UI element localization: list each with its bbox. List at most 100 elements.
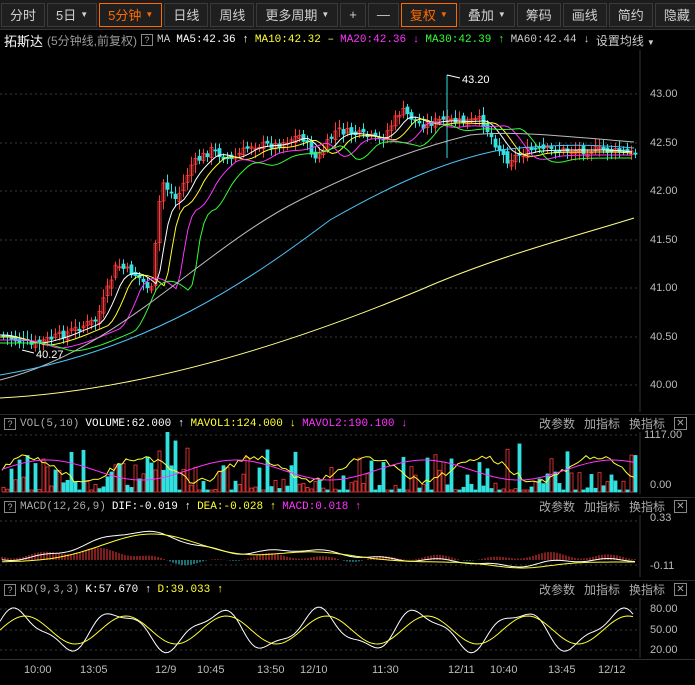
volume-bar bbox=[629, 454, 634, 493]
time-tick: 10:00 bbox=[24, 664, 52, 676]
candle-body bbox=[521, 155, 526, 158]
help-icon[interactable]: ? bbox=[141, 34, 154, 46]
candle-body bbox=[241, 147, 246, 156]
ma10-value: MA10:42.32 – bbox=[255, 34, 334, 46]
kd-tick: 50.00 bbox=[650, 624, 678, 636]
volume-bar bbox=[505, 448, 510, 493]
candle-body bbox=[213, 149, 218, 152]
ma20-line bbox=[0, 121, 633, 349]
change-indicator-button[interactable]: 换指标 bbox=[628, 500, 665, 514]
tab-5min[interactable]: 5分钟 ▼ bbox=[99, 2, 163, 27]
tab-more-periods[interactable]: 更多周期 ▼ bbox=[256, 2, 339, 27]
candle-body bbox=[525, 147, 530, 159]
volume-bar bbox=[593, 487, 598, 493]
edit-params-button[interactable]: 改参数 bbox=[538, 417, 575, 431]
k-value: K:57.670 ↑ bbox=[85, 584, 151, 596]
volume-bar bbox=[449, 458, 454, 493]
zoom-in-button[interactable]: + bbox=[340, 2, 366, 27]
ma60-text: MA60:42.44 bbox=[510, 34, 577, 46]
add-indicator-button[interactable]: 加指标 bbox=[583, 500, 620, 514]
volume-text: VOLUME:62.000 bbox=[85, 417, 172, 430]
price-tick: 41.50 bbox=[650, 234, 678, 246]
price-chart[interactable] bbox=[0, 50, 695, 412]
volume-bar bbox=[257, 467, 262, 493]
mavol1-line bbox=[1, 454, 635, 485]
macd-chart[interactable] bbox=[0, 515, 695, 577]
candle-body bbox=[161, 182, 166, 202]
volume-bar bbox=[437, 469, 442, 493]
draw-line-button[interactable]: 画线 bbox=[562, 2, 607, 27]
draw-line-label: 画线 bbox=[571, 8, 598, 23]
help-icon[interactable]: ? bbox=[4, 583, 16, 596]
close-icon[interactable]: ✕ bbox=[674, 583, 687, 596]
macd-tick: 0.33 bbox=[650, 512, 672, 524]
candle-body bbox=[93, 319, 98, 322]
volume-bar bbox=[225, 467, 230, 493]
help-icon[interactable]: ? bbox=[4, 417, 16, 430]
volume-bar bbox=[609, 474, 614, 493]
time-tick: 13:05 bbox=[80, 664, 108, 676]
change-indicator-button[interactable]: 换指标 bbox=[628, 417, 665, 431]
simple-button[interactable]: 简约 bbox=[608, 2, 653, 27]
candle-body bbox=[209, 147, 214, 159]
candle-body bbox=[593, 146, 598, 151]
chevron-down-icon: ▼ bbox=[694, 10, 695, 19]
volume-bar bbox=[289, 465, 294, 493]
tab-5day-label: 5日 bbox=[56, 8, 77, 23]
adjust-button[interactable]: 复权 ▼ bbox=[400, 2, 457, 27]
candle-body bbox=[389, 125, 394, 131]
edit-params-button[interactable]: 改参数 bbox=[538, 500, 575, 514]
volume-bar bbox=[69, 451, 74, 493]
candle-body bbox=[533, 147, 538, 150]
add-indicator-button[interactable]: 加指标 bbox=[583, 583, 620, 597]
chart-period-label: (5分钟线,前复权) bbox=[47, 33, 138, 48]
overlay-button[interactable]: 叠加 ▼ bbox=[458, 2, 515, 27]
candle-body bbox=[157, 201, 162, 244]
candle-body bbox=[121, 263, 126, 269]
dif-text: DIF:-0.019 bbox=[111, 500, 178, 513]
chevron-down-icon: ▼ bbox=[80, 10, 89, 19]
ma-settings-link[interactable]: 设置均线 ▼ bbox=[596, 32, 655, 49]
volume-bar bbox=[53, 469, 58, 493]
candle-body bbox=[245, 146, 250, 149]
zoom-out-button[interactable]: — bbox=[367, 2, 399, 27]
volume-bar bbox=[245, 456, 250, 493]
tab-intraday[interactable]: 分时 bbox=[1, 2, 46, 27]
volume-bar bbox=[309, 488, 314, 493]
chips-button[interactable]: 筹码 bbox=[516, 2, 561, 27]
macd-axis: 0.33 -0.11 bbox=[640, 512, 695, 577]
kd-chart[interactable] bbox=[0, 598, 695, 658]
edit-params-button[interactable]: 改参数 bbox=[538, 583, 575, 597]
volume-panel-header: ? VOL(5,10) VOLUME:62.000 ↑ MAVOL1:124.0… bbox=[0, 414, 695, 432]
volume-bar bbox=[29, 489, 34, 493]
ma60-line bbox=[0, 132, 635, 381]
tab-weekly[interactable]: 周线 bbox=[210, 2, 255, 27]
volume-bar bbox=[129, 487, 134, 493]
price-tick: 43.00 bbox=[650, 88, 678, 100]
volume-bar bbox=[385, 489, 390, 493]
candle-body bbox=[41, 339, 46, 343]
hide-button[interactable]: 隐藏 ▼ bbox=[654, 2, 695, 27]
macd-panel-header: ? MACD(12,26,9) DIF:-0.019 ↑ DEA:-0.028 … bbox=[0, 497, 695, 515]
tab-5day[interactable]: 5日 ▼ bbox=[47, 2, 98, 27]
volume-bar bbox=[317, 479, 322, 493]
ma5-text: MA5:42.36 bbox=[176, 34, 236, 46]
d-arrow: ↑ bbox=[216, 583, 224, 596]
ma20-arrow: ↓ bbox=[412, 34, 420, 46]
volume-bar bbox=[389, 489, 394, 493]
tab-daily[interactable]: 日线 bbox=[164, 2, 209, 27]
candle-body bbox=[509, 160, 514, 167]
chevron-down-icon: ▼ bbox=[145, 10, 154, 19]
candle-body bbox=[417, 120, 422, 124]
close-icon[interactable]: ✕ bbox=[674, 417, 687, 430]
volume-bar bbox=[125, 484, 130, 493]
help-icon[interactable]: ? bbox=[4, 500, 16, 513]
volume-chart[interactable] bbox=[0, 432, 695, 494]
candle-body bbox=[393, 115, 398, 127]
volume-bar bbox=[561, 489, 566, 493]
candle-body bbox=[549, 146, 554, 150]
add-indicator-button[interactable]: 加指标 bbox=[583, 417, 620, 431]
close-icon[interactable]: ✕ bbox=[674, 500, 687, 513]
change-indicator-button[interactable]: 换指标 bbox=[628, 583, 665, 597]
candle-body bbox=[577, 148, 582, 154]
